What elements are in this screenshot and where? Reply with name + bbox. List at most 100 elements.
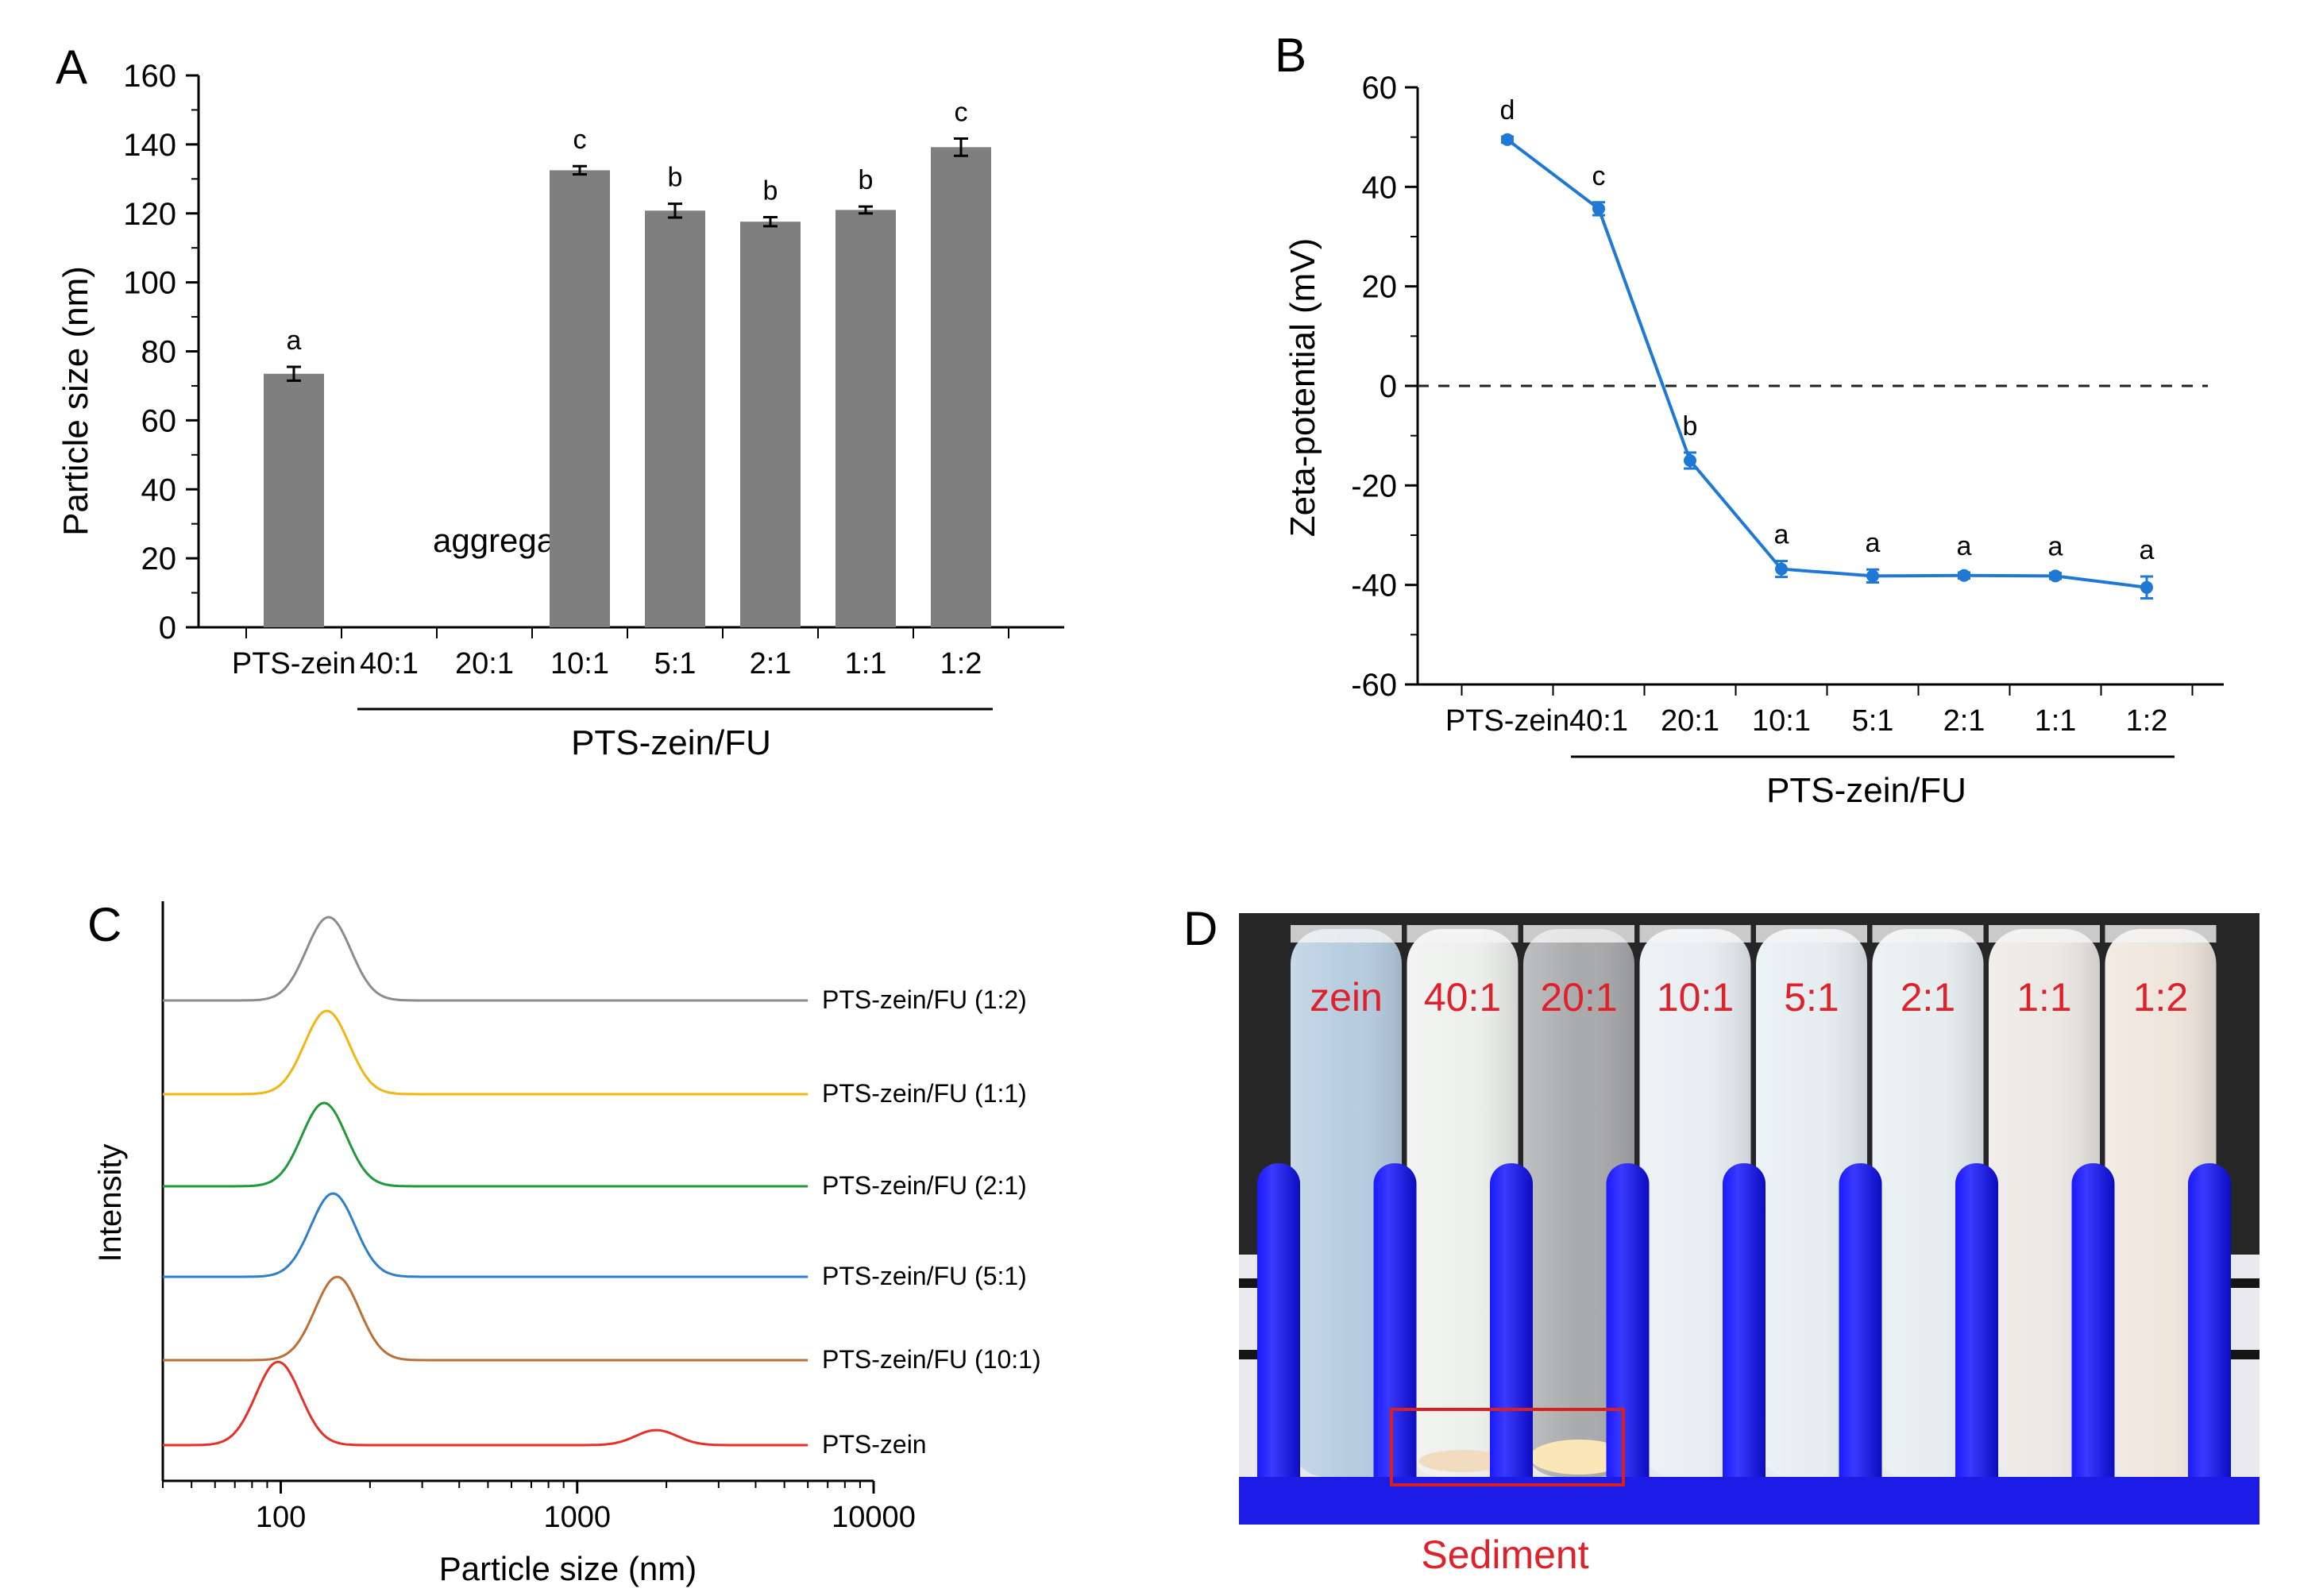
chart-a-sig-letter: b [763,176,778,206]
chart-c-ylabel: Intensity [93,1144,128,1263]
chart-b-ytick-label: -20 [1351,468,1397,503]
tube-rim [1872,925,1984,943]
chart-b-ytick-label: -60 [1351,668,1397,703]
tube-label: 2:1 [1901,975,1956,1020]
chart-b-ytick-label: 0 [1380,369,1397,404]
chart-a-bar [740,222,801,627]
chart-a-xtick-label: 5:1 [654,647,697,680]
chart-c-series-line [163,1009,808,1096]
chart-a-xtick-label: 40:1 [360,647,419,680]
chart-a-sig-letter: c [955,97,968,127]
panel-label-b: B [1275,29,1306,82]
chart-a-sig-letter: b [859,165,874,195]
chart-a-ytick-label: 80 [141,335,177,370]
chart-a-ytick-label: 60 [141,403,177,438]
chart-a-sig-letter: a [287,326,302,356]
chart-c-xtick-label: 100 [256,1501,306,1534]
chart-c-legend-label: PTS-zein/FU (1:1) [822,1079,1027,1108]
tube-rim [2105,925,2217,943]
chart-c-legend-label: PTS-zein/FU (5:1) [822,1262,1027,1290]
chart-a-group-label: PTS-zein/FU [571,723,771,762]
chart-a-bar [835,210,896,627]
panel-label-c: C [87,898,122,951]
chart-b-sig-letter: a [2048,532,2063,562]
chart-b-sig-letter: a [1866,528,1881,558]
chart-a-bar [264,373,324,627]
chart-c-legend-label: PTS-zein/FU (2:1) [822,1171,1027,1200]
tube-rim [1523,925,1634,943]
chart-a-sig-letter: b [668,163,683,193]
tube-rim [1407,925,1519,943]
chart-c-series-line [163,1101,808,1188]
chart-b-sig-letter: a [1774,520,1789,550]
rack-peg [1490,1163,1533,1513]
chart-c-xtick-label: 1000 [543,1501,611,1534]
tube-label: 20:1 [1540,975,1617,1020]
tube-label: 1:1 [2016,975,2072,1020]
chart-a-ylabel: Particle size (nm) [56,266,95,536]
chart-b-xtick-label: 20:1 [1661,704,1719,738]
chart-a-ytick-label: 140 [123,128,176,163]
chart-c-xlabel: Particle size (nm) [439,1550,697,1587]
chart-c-series-line [163,1192,808,1278]
rack-peg [1373,1163,1417,1513]
chart-b-sig-letter: b [1683,411,1698,441]
chart-b-point [1866,569,1879,583]
chart-b-line: Zeta-potential (mV) PTS-zein/FU -60 -40 -2… [1283,71,2224,810]
chart-c-legend-label: PTS-zein [822,1430,927,1459]
chart-b-ytick-label: -40 [1351,569,1397,603]
chart-b-sig-letter: a [1957,531,1972,561]
sediment-label: Sediment [1421,1532,1588,1577]
chart-b-group-label: PTS-zein/FU [1766,771,1966,810]
chart-a-ytick-label: 40 [141,472,177,507]
chart-b-xtick-label: 1:1 [2035,704,2077,738]
chart-b-point [2049,569,2062,583]
chart-a-xtick-label: 1:2 [940,647,982,680]
chart-a-bar [645,210,705,627]
rack-peg [1839,1163,1882,1513]
tube-rim [1291,925,1402,943]
rack-peg [1257,1163,1300,1513]
chart-a-ytick-label: 20 [141,542,177,576]
chart-a-xtick-label: PTS-zein [232,647,356,680]
chart-a-xtick-label: 2:1 [750,647,792,680]
panel-label-d: D [1183,902,1218,955]
sediment-box [1390,1408,1625,1486]
chart-b-xtick-label: 2:1 [1943,704,1985,738]
chart-b-xtick-label: PTS-zein [1445,704,1569,738]
chart-b-point [1501,133,1514,146]
chart-a-xtick-label: 1:1 [845,647,887,680]
chart-a-xtick-label: 10:1 [550,647,609,680]
chart-b-xtick-label: 5:1 [1852,704,1894,738]
chart-b-point [1592,202,1605,215]
chart-b-sig-letter: c [1592,161,1606,191]
chart-b-point [1958,569,1970,582]
chart-b-sig-letter: a [2140,535,2155,565]
tube-label: 5:1 [1784,975,1839,1020]
chart-a-ytick-label: 0 [159,611,176,646]
chart-a-ytick-label: 160 [123,59,176,94]
chart-b-series-line [1506,138,2148,589]
chart-b-ylabel: Zeta-potential (mV) [1283,238,1322,538]
chart-b-point [1684,454,1696,467]
tube-label: 1:2 [2133,975,2189,1020]
chart-c-series-line [163,1275,808,1362]
rack-peg [1723,1163,1766,1513]
tube-label: 40:1 [1424,975,1501,1020]
chart-a-bar [550,170,610,627]
chart-b-point [1775,562,1788,576]
chart-a-ytick-label: 100 [123,266,176,301]
rack-peg [2071,1163,2115,1513]
tube-label: zein [1310,975,1383,1020]
chart-c-legend-label: PTS-zein/FU (1:2) [822,985,1027,1014]
chart-b-xtick-label: 10:1 [1752,704,1811,738]
chart-a-sig-letter: c [573,125,587,155]
rack-peg [1606,1163,1650,1513]
photo-d: zein 40:1 20:1 10:1 5:1 2:1 1:1 1:2 Sediment [1239,913,2259,1577]
chart-c-legend-label: PTS-zein/FU (10:1) [822,1345,1041,1374]
rack-peg [1955,1163,1998,1513]
tube-rim [1756,925,1867,943]
sediment-40-1 [1418,1450,1507,1472]
chart-b-ytick-label: 40 [1362,170,1398,205]
rack-peg [2188,1163,2231,1513]
